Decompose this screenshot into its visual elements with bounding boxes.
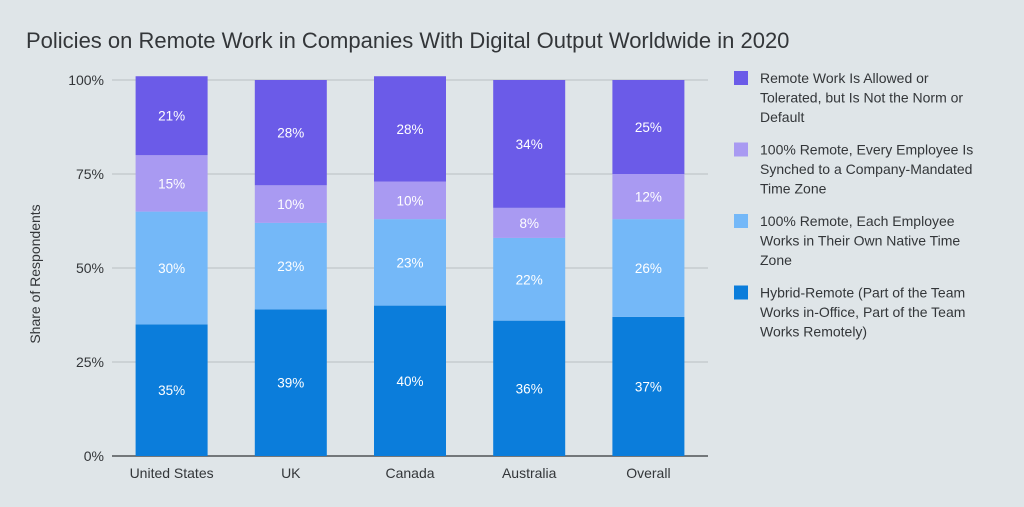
legend-swatch	[734, 285, 748, 300]
data-label: 39%	[277, 376, 304, 391]
bar-segment	[612, 316, 685, 456]
data-label: 30%	[158, 261, 185, 276]
data-label: 23%	[277, 259, 304, 274]
x-tick-label: Canada	[385, 465, 434, 481]
y-tick-label: 50%	[76, 260, 104, 276]
legend-item: 100% Remote, Each Employee Works in Their…	[734, 213, 960, 268]
bar-segment	[135, 155, 208, 212]
legend-item: Hybrid-Remote (Part of the Team Works in-…	[734, 285, 965, 340]
legend-swatch	[734, 214, 748, 228]
data-label: 8%	[519, 216, 539, 231]
data-label: 26%	[635, 261, 662, 276]
data-label: 10%	[396, 193, 423, 208]
data-label: 10%	[277, 197, 304, 212]
bar-segment	[254, 309, 327, 456]
y-tick-label: 100%	[68, 72, 104, 88]
bar-segment	[612, 219, 685, 317]
bar-segment	[493, 237, 566, 321]
data-label: 28%	[396, 122, 423, 137]
data-label: 40%	[396, 374, 423, 389]
x-tick-label: UK	[281, 465, 301, 481]
bar-segment	[374, 76, 446, 182]
x-tick-label: Overall	[626, 465, 670, 481]
data-label: 37%	[635, 379, 662, 394]
bar-segment	[254, 80, 327, 186]
bar-segment	[135, 76, 208, 156]
data-label: 25%	[635, 120, 662, 135]
x-tick-label: Australia	[502, 465, 557, 481]
data-label: 34%	[516, 137, 543, 152]
bar-segment	[374, 305, 446, 456]
bar-segment	[254, 185, 327, 223]
legend-label: 100% Remote, Each Employee Works in Their…	[760, 213, 960, 268]
data-label: 12%	[635, 190, 662, 205]
legend-label: 100% Remote, Every Employee Is Synched to…	[760, 142, 973, 197]
bar-segment	[493, 320, 566, 456]
y-tick-label: 0%	[84, 448, 104, 464]
bar-segment	[612, 174, 685, 220]
bar-segment	[254, 222, 327, 310]
data-label: 35%	[158, 383, 185, 398]
data-label: 22%	[516, 272, 543, 287]
bar-segment	[135, 211, 208, 325]
bar-segment	[374, 219, 446, 306]
x-tick-label: United States	[130, 465, 214, 481]
legend: Remote Work Is Allowed or Tolerated, but …	[734, 70, 973, 340]
y-axis-label: Share of Respondents	[27, 204, 43, 343]
bar-segment	[612, 80, 685, 174]
y-tick-label: 25%	[76, 354, 104, 370]
legend-swatch	[734, 71, 748, 85]
legend-item: Remote Work Is Allowed or Tolerated, but …	[734, 70, 963, 125]
x-axis-ticks: United States UK Canada Australia Overall	[130, 465, 671, 481]
legend-item: 100% Remote, Every Employee Is Synched to…	[734, 142, 973, 197]
data-label: 21%	[158, 109, 185, 124]
bar-segment	[374, 181, 446, 220]
data-label: 23%	[396, 255, 423, 270]
bar-segment	[135, 324, 208, 456]
data-label: 36%	[516, 381, 543, 396]
data-label: 15%	[158, 176, 185, 191]
data-label: 28%	[277, 126, 304, 141]
legend-swatch	[734, 142, 748, 157]
bar-segment	[493, 207, 566, 238]
chart-title: Policies on Remote Work in Companies Wit…	[26, 28, 789, 53]
legend-label: Remote Work Is Allowed or Tolerated, but …	[760, 70, 963, 125]
bars: 35% 30% 15% 21% 39% 23% 10% 28% 40% 23% 10% 28% 36% 2…	[135, 76, 685, 456]
y-tick-label: 75%	[76, 166, 104, 182]
legend-label: Hybrid-Remote (Part of the Team Works in-…	[760, 285, 965, 340]
bar-segment	[493, 80, 566, 208]
